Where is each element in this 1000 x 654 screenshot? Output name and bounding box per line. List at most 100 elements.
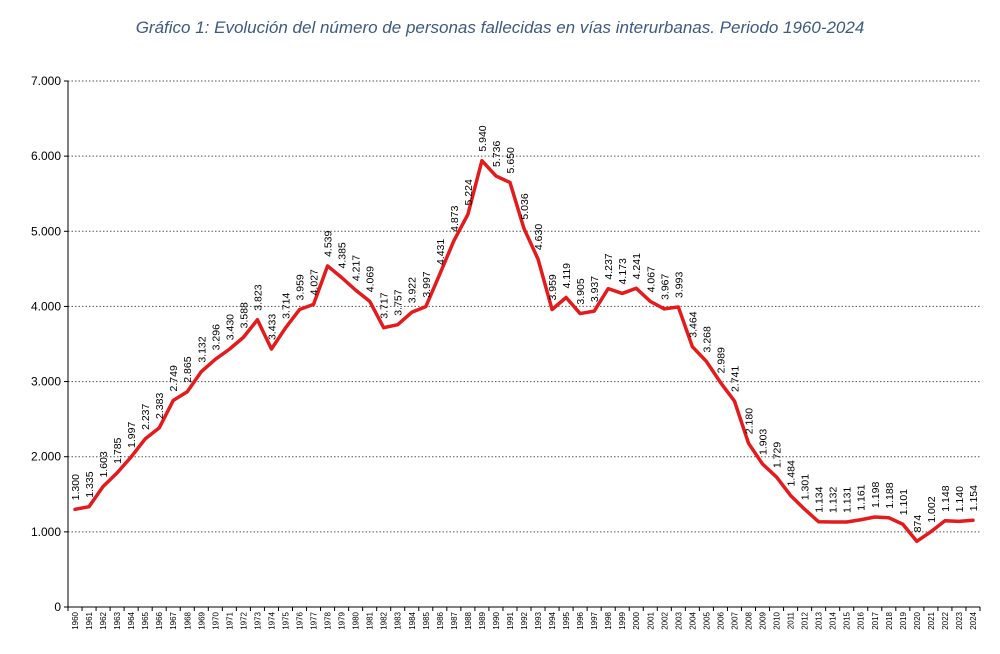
- data-label: 5.736: [491, 141, 503, 167]
- data-label: 3.296: [210, 324, 222, 350]
- data-label: 1.997: [126, 422, 138, 448]
- data-label: 2.741: [729, 366, 741, 392]
- data-label: 3.993: [673, 272, 685, 298]
- x-tick-label: 1999: [618, 611, 627, 629]
- x-tick-label: 1966: [155, 611, 164, 629]
- data-label: 1.148: [940, 485, 952, 511]
- data-label: 3.967: [659, 273, 671, 299]
- data-label: 1.140: [954, 486, 966, 512]
- data-label: 1.101: [898, 489, 910, 515]
- x-tick-label: 2001: [646, 611, 655, 629]
- data-label: 1.903: [758, 429, 770, 455]
- data-label: 4.241: [631, 253, 643, 279]
- x-tick-label: 1988: [464, 611, 473, 629]
- x-tick-label: 2012: [801, 611, 810, 629]
- data-label: 1.002: [926, 496, 938, 522]
- x-tick-label: 2015: [843, 611, 852, 629]
- data-label: 2.383: [154, 392, 166, 418]
- data-label: 3.433: [266, 314, 278, 340]
- data-label: 1.154: [968, 485, 980, 511]
- data-label: 5.940: [477, 125, 489, 151]
- data-label: 3.959: [295, 274, 307, 300]
- data-label: 3.959: [547, 274, 559, 300]
- x-tick-label: 1974: [267, 611, 276, 629]
- x-axis-ticks: 1960 1961 1962 1963 1964 1965 1966 1967 1968 1969…: [67, 607, 981, 630]
- data-label: 4.027: [309, 269, 321, 295]
- x-tick-label: 2002: [660, 611, 669, 629]
- data-label: 4.119: [561, 263, 573, 289]
- x-tick-label: 2009: [759, 611, 768, 629]
- x-tick-label: 2016: [857, 611, 866, 629]
- data-label: 3.757: [393, 289, 405, 315]
- x-tick-label: 1993: [534, 611, 543, 629]
- x-tick-label: 2007: [730, 611, 739, 629]
- data-label: 1.335: [84, 471, 96, 497]
- data-label: 1.603: [98, 451, 110, 477]
- x-tick-label: 1991: [506, 611, 515, 629]
- series-line: [73, 158, 975, 544]
- x-tick-label: 2023: [955, 611, 964, 629]
- data-label: 3.268: [701, 326, 713, 352]
- data-label: 4.539: [323, 230, 335, 256]
- gridlines: [68, 80, 980, 533]
- x-tick-label: 1977: [310, 611, 319, 629]
- data-label: 1.134: [814, 486, 826, 512]
- x-tick-label: 2018: [885, 611, 894, 629]
- x-tick-label: 1975: [281, 611, 290, 629]
- y-tick-label: 3.000: [31, 375, 61, 389]
- data-label: 1.188: [884, 482, 896, 508]
- data-label: 3.997: [421, 271, 433, 297]
- x-tick-label: 2003: [674, 611, 683, 629]
- data-label: 4.237: [603, 253, 615, 279]
- y-tick-label: 7.000: [31, 74, 61, 88]
- data-label: 3.937: [589, 276, 601, 302]
- data-label: 4.630: [533, 224, 545, 250]
- x-tick-label: 1969: [197, 611, 206, 629]
- x-tick-label: 1980: [352, 611, 361, 629]
- data-label: 4.217: [351, 255, 363, 281]
- data-label: 1.161: [856, 484, 868, 510]
- x-tick-label: 1965: [141, 611, 150, 629]
- data-label: 5.224: [463, 179, 475, 205]
- data-label: 1.301: [800, 474, 812, 500]
- y-axis-ticks: 0 1.000 2.000 3.000 4.000 5.000 6.000 7.000: [31, 74, 68, 614]
- x-tick-label: 1996: [576, 611, 585, 629]
- chart-title: Gráfico 1: Evolución del número de perso…: [135, 18, 865, 37]
- x-tick-label: 2021: [927, 611, 936, 629]
- data-label: 1.484: [786, 460, 798, 486]
- x-tick-label: 1987: [450, 611, 459, 629]
- data-label: 4.873: [449, 205, 461, 231]
- data-label: 2.865: [182, 356, 194, 382]
- data-label: 2.180: [743, 408, 755, 434]
- x-tick-label: 1971: [225, 611, 234, 629]
- data-label: 5.650: [505, 147, 517, 173]
- x-tick-label: 1990: [492, 611, 501, 629]
- data-label: 3.823: [252, 284, 264, 310]
- y-tick-label: 4.000: [31, 299, 61, 313]
- x-tick-label: 1963: [113, 611, 122, 629]
- x-tick-label: 1964: [127, 611, 136, 629]
- x-tick-label: 2004: [688, 611, 697, 629]
- data-label: 3.922: [407, 277, 419, 303]
- x-tick-label: 1976: [296, 611, 305, 629]
- data-label: 4.431: [435, 239, 447, 265]
- x-tick-label: 1985: [422, 611, 431, 629]
- x-tick-label: 1978: [324, 611, 333, 629]
- x-tick-label: 1995: [562, 611, 571, 629]
- x-tick-label: 2024: [969, 611, 978, 629]
- data-label: 1.300: [70, 474, 82, 500]
- x-tick-label: 1968: [183, 611, 192, 629]
- x-tick-label: 2022: [941, 611, 950, 629]
- data-label: 2.989: [715, 347, 727, 373]
- x-tick-label: 2006: [716, 611, 725, 629]
- x-tick-label: 1983: [394, 611, 403, 629]
- x-tick-label: 1992: [520, 611, 529, 629]
- data-label: 3.905: [575, 278, 587, 304]
- x-tick-label: 1984: [408, 611, 417, 629]
- data-label: 2.749: [168, 365, 180, 391]
- x-tick-label: 1973: [253, 611, 262, 629]
- y-tick-label: 5.000: [31, 224, 61, 238]
- x-tick-label: 2019: [899, 611, 908, 629]
- x-tick-label: 2008: [744, 611, 753, 629]
